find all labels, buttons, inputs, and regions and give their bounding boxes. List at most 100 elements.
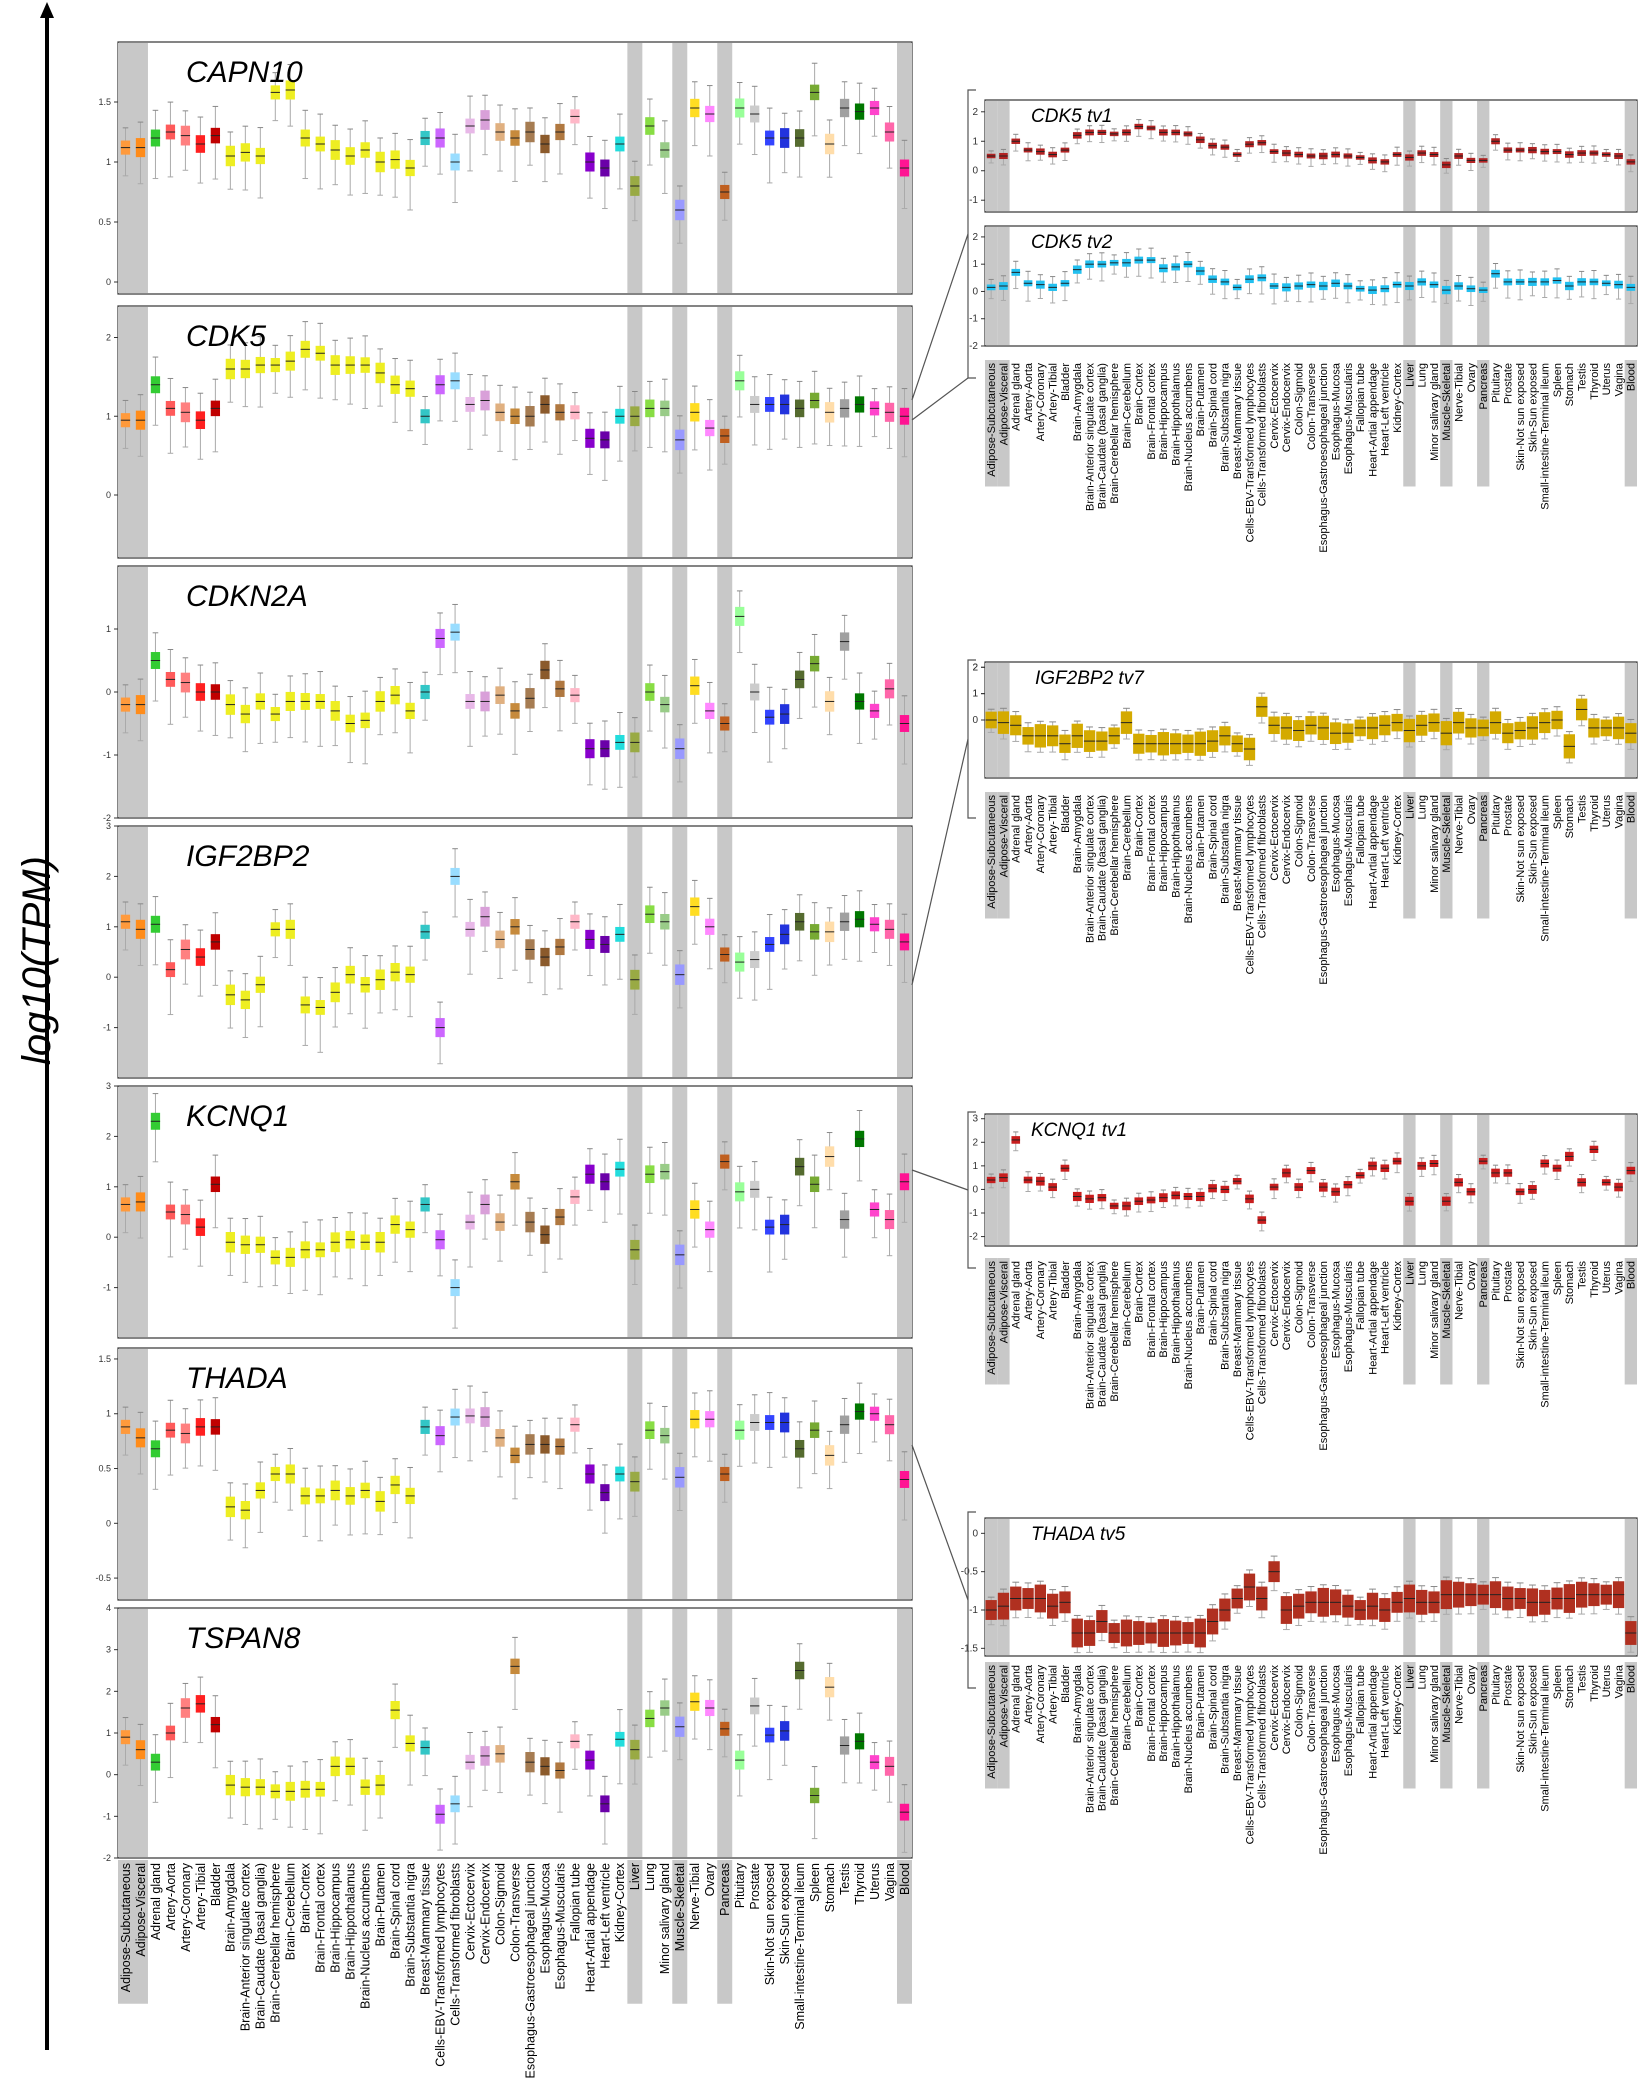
tissue-label: Blood: [1626, 363, 1638, 391]
tissue-label: Colon-Transverse: [508, 1863, 522, 1962]
tissue-label: Ovary: [703, 1862, 717, 1896]
tissue-label: Uterus: [1601, 795, 1613, 828]
tissue-label: Brain-Cerebellum: [1121, 363, 1133, 449]
tissue-label: Spleen: [1552, 1261, 1564, 1295]
panel-title: CDK5 tv2: [1031, 232, 1113, 253]
tissue-label: Kidney-Cortex: [1392, 1261, 1404, 1331]
connector-line: [911, 1444, 969, 1601]
y-tick-label: 1: [106, 624, 111, 634]
tissue-label: Nerve-Tibial: [1453, 795, 1465, 854]
tissue-label: Cells-Transformed fibroblasts: [1257, 1665, 1269, 1809]
tissue-label: Esophagus-Muscularis: [553, 1863, 567, 1989]
y-axis-label: log10(TPM): [15, 856, 59, 1065]
tissue-label: Prostate: [1503, 363, 1515, 404]
tissue-label: Skin-Not sun exposed: [1515, 795, 1527, 903]
tissue-label: Colon-Sigmoid: [1294, 363, 1306, 435]
y-tick-label: 2: [972, 107, 978, 118]
panel-cdk5: 0 1 2 CDK5: [106, 305, 913, 559]
tissue-label: Vagina: [1613, 362, 1625, 396]
tissue-label: Brain-Cerebellar hemisphere: [1109, 363, 1121, 504]
tissue-label: Brain-Anterior singulate cortex: [1084, 363, 1096, 511]
tissue-label: Brain-Cerebellar hemisphere: [1109, 795, 1121, 936]
tissue-label: Thyroid: [1589, 363, 1601, 400]
y-tick-label: 2: [106, 1686, 111, 1696]
y-tick-label: 0: [106, 277, 111, 287]
tissue-label: Blood: [1626, 795, 1638, 823]
tissue-label: Muscle-Skeletal: [1441, 1261, 1453, 1339]
y-tick-label: 0.5: [98, 1464, 111, 1474]
y-tick-label: 2: [106, 1131, 111, 1141]
tissue-label: Testis: [1576, 1665, 1588, 1694]
y-tick-label: 0: [106, 1232, 111, 1242]
y-tick-label: -1: [103, 1283, 111, 1293]
tissue-label: Brain-Substantia nigra: [1220, 362, 1232, 472]
tissue-label: Artery-Tibial: [1048, 795, 1060, 854]
tissue-label: Brain-Anterior singulate cortex: [1084, 1261, 1096, 1409]
tissue-label: Adipose-Subcutaneous: [986, 795, 998, 909]
tissue-label: Spleen: [808, 1863, 822, 1902]
connector-line: [911, 1169, 969, 1191]
tissue-label: Prostate: [1503, 1261, 1515, 1302]
tissue-label: Adipose-Visceral: [998, 1261, 1010, 1343]
tissue-label: Brain-Hippothalamus: [1171, 363, 1183, 466]
panel-title: THADA tv5: [1031, 1524, 1126, 1545]
tissue-label: Pituitary: [1490, 795, 1502, 835]
y-tick-label: -1.5: [961, 1643, 979, 1654]
highlight-band: [1440, 1115, 1453, 1245]
tissue-label: Adipose-Visceral: [998, 1665, 1010, 1747]
y-tick-label: 3: [106, 1081, 111, 1091]
tissue-label: Skin-Not sun exposed: [1515, 1665, 1527, 1773]
tissue-label: Cervix-Endocervix: [1281, 795, 1293, 885]
highlight-band: [627, 1087, 643, 1337]
tissue-label: Thyroid: [1589, 1261, 1601, 1298]
tissue-label: Skin-Sun exposed: [778, 1863, 792, 1965]
tissue-label: Thyroid: [853, 1863, 867, 1905]
tissue-label: Muscle-Skeletal: [1441, 363, 1453, 441]
label-highlight: [1624, 1258, 1637, 1385]
tissue-label: Cells-Transformed fibroblasts: [448, 1863, 462, 2026]
tissue-label: Spleen: [1552, 1665, 1564, 1699]
tissue-label: Cervix-Endocervix: [1281, 1665, 1293, 1755]
highlight-band: [717, 1087, 733, 1337]
tissue-label: Minor salivary gland: [1429, 363, 1441, 461]
tissue-label: Artery-Tibial: [194, 1863, 208, 1930]
tissue-label: Brain-Cortex: [1134, 1261, 1146, 1323]
tissue-label: Nerve-Tibial: [1453, 1261, 1465, 1320]
tissue-label: Brain-Cerebellum: [284, 1863, 298, 1960]
y-tick-label: 4: [106, 1603, 111, 1613]
tissue-label: Skin-Not sun exposed: [763, 1863, 777, 1985]
tissue-label: Brain-Putamen: [1195, 1665, 1207, 1738]
tissue-label: Breast-Mammary tissue: [1232, 1261, 1244, 1377]
y-tick-label: 1: [972, 689, 978, 700]
y-tick-label: 0: [972, 166, 978, 177]
y-tick-label: 1: [972, 689, 978, 700]
y-tick-label: -1: [103, 1023, 111, 1033]
y-tick-label: 2: [106, 333, 111, 343]
y-tick-label: 1: [106, 1182, 111, 1192]
label-highlight: [1477, 1662, 1490, 1789]
y-tick-label: 1: [106, 1409, 111, 1419]
tissue-label: Artery-Tibial: [1048, 1665, 1060, 1724]
highlight-band: [997, 1519, 1010, 1655]
highlight-band: [1440, 101, 1453, 211]
tissue-label: Brain-Cerebellar hemisphere: [1109, 1261, 1121, 1402]
label-highlight: [985, 360, 998, 487]
label-highlight: [997, 360, 1010, 487]
tissue-labels-right-1: Adipose-Subcutaneous Adipose-Visceral Adre…: [985, 360, 1638, 553]
tissue-label: Artery-Coronary: [1035, 1665, 1047, 1744]
panel-title: CDK5 tv1: [1031, 106, 1112, 127]
tissue-label: Brain-Caudate (basal ganglia): [1097, 1665, 1109, 1811]
tissue-label: Liver: [1404, 795, 1416, 819]
tissue-labels-left: Adipose-Subcutaneous Adipose-Visceral Adre…: [118, 1860, 912, 2078]
y-tick-label: 2: [972, 662, 978, 673]
tissue-label: Brain-Anterior singulate cortex: [239, 1862, 253, 2031]
tissue-label: Esophagus-Gastroesophageal junction: [1318, 1665, 1330, 1855]
y-tick-label: 1: [106, 157, 111, 167]
tissue-label: Small-intestine-Terminal ileum: [793, 1863, 807, 2030]
label-highlight: [985, 792, 998, 919]
label-highlight: [1624, 360, 1637, 487]
tissue-label: Brain-Cortex: [1134, 363, 1146, 425]
tissue-label: Brain-Spinal cord: [389, 1863, 403, 1959]
tissue-label: Brain-Amygdala: [224, 1863, 238, 1952]
